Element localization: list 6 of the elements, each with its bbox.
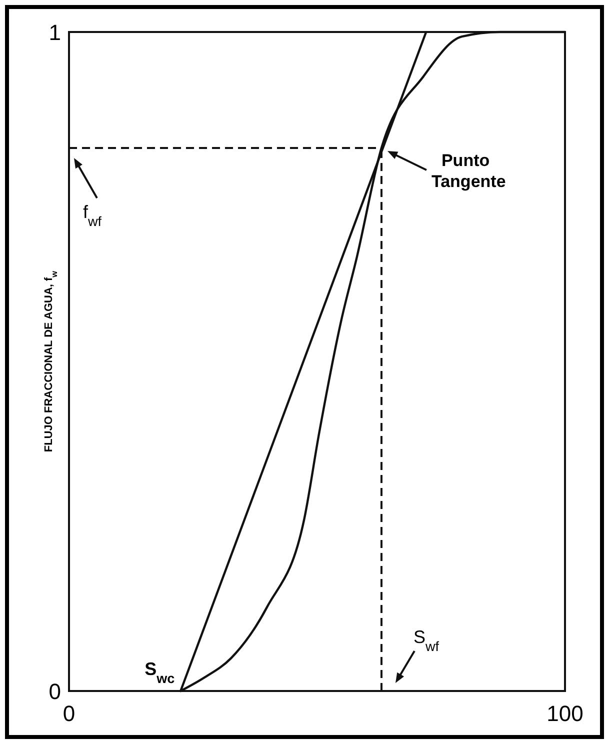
annotation: Punto Tangente (431, 150, 506, 191)
y-tick-label: 1 (48, 20, 61, 45)
annotation: S$_{wc}$ (144, 659, 176, 686)
x-tick-label: 100 (546, 701, 584, 726)
ref-line-label: S$_{wf}$ (413, 627, 440, 654)
legend-label: f$_{wf}$ (83, 202, 102, 228)
